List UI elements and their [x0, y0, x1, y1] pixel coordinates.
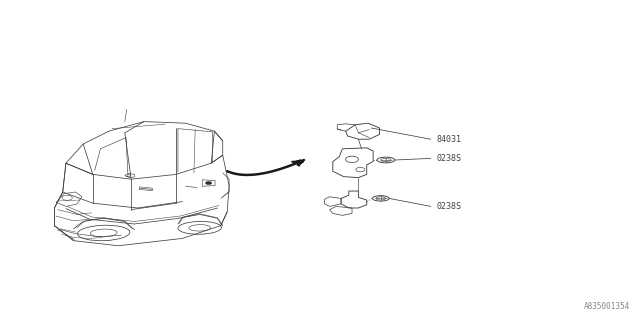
FancyArrow shape — [292, 160, 303, 166]
Text: 84031: 84031 — [436, 135, 461, 144]
Text: 0238S: 0238S — [436, 202, 461, 211]
Text: 0238S: 0238S — [436, 154, 461, 163]
Circle shape — [205, 181, 212, 185]
Text: A835001354: A835001354 — [584, 302, 630, 311]
